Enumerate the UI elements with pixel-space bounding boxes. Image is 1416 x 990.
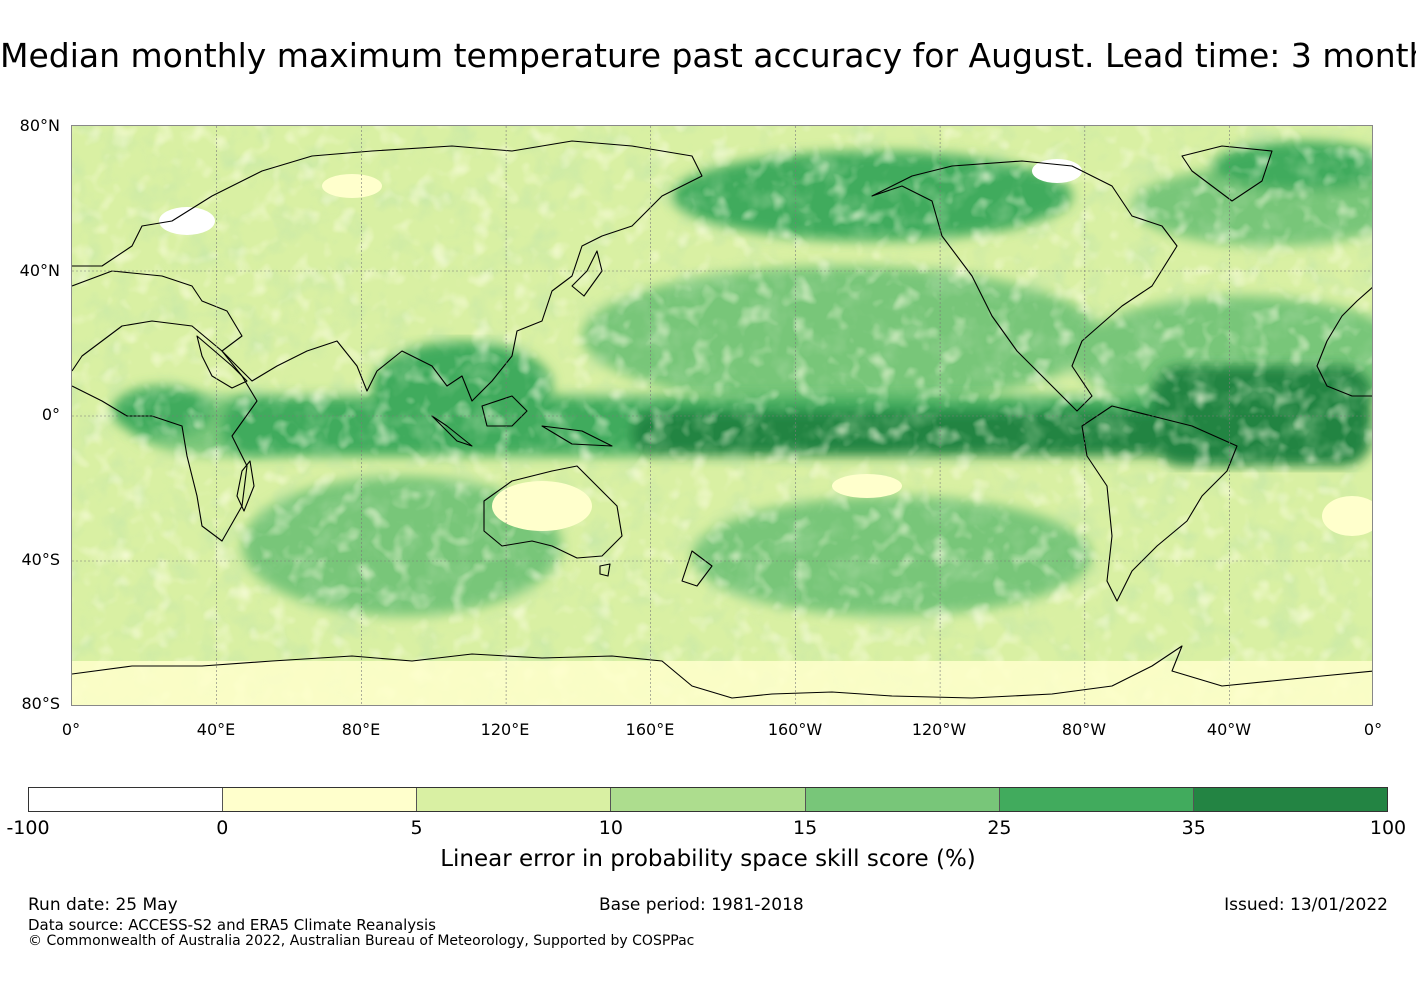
lat-label-80s: 80°S bbox=[21, 694, 60, 713]
colorbar-swatch-5 bbox=[999, 788, 1194, 811]
colorbar-swatch-0 bbox=[29, 788, 224, 811]
base-period: Base period: 1981-2018 bbox=[599, 895, 804, 915]
colorbar-tick-4: 15 bbox=[793, 817, 818, 839]
graticule bbox=[72, 126, 1372, 705]
colorbar-tick-3: 10 bbox=[598, 817, 623, 839]
colorbar-swatch-2 bbox=[417, 788, 612, 811]
lat-label-40n: 40°N bbox=[19, 261, 60, 280]
skill-score-map bbox=[71, 125, 1373, 706]
colorbar-swatch-1 bbox=[223, 788, 418, 811]
coastlines bbox=[72, 140, 1372, 699]
colorbar-label: Linear error in probability space skill … bbox=[440, 846, 976, 872]
run-date: Run date: 25 May bbox=[28, 895, 178, 915]
colorbar-tick-6: 35 bbox=[1181, 817, 1206, 839]
lon-label-120w: 120°W bbox=[911, 720, 967, 739]
issued-date: Issued: 13/01/2022 bbox=[1224, 895, 1388, 915]
lon-label-160e: 160°E bbox=[625, 720, 675, 739]
lon-label-40w: 40°W bbox=[1206, 720, 1252, 739]
negative-skill-patches bbox=[72, 159, 1372, 705]
colorbar bbox=[28, 787, 1388, 812]
colorbar-swatch-3 bbox=[611, 788, 806, 811]
lon-label-160w: 160°W bbox=[767, 720, 823, 739]
colorbar-tick-2: 5 bbox=[410, 817, 423, 839]
data-source: Data source: ACCESS-S2 and ERA5 Climate … bbox=[28, 916, 436, 934]
colorbar-swatch-4 bbox=[805, 788, 1000, 811]
colorbar-tick-0: -100 bbox=[6, 817, 50, 839]
lat-label-equator: 0° bbox=[41, 405, 60, 424]
map-canvas bbox=[72, 126, 1372, 705]
colorbar-tick-1: 0 bbox=[216, 817, 229, 839]
colorbar-tick-5: 25 bbox=[987, 817, 1012, 839]
lon-label-120e: 120°E bbox=[480, 720, 530, 739]
lon-label-80e: 80°E bbox=[341, 720, 381, 739]
copyright-notice: © Commonwealth of Australia 2022, Austra… bbox=[28, 933, 695, 949]
lon-label-40e: 40°E bbox=[196, 720, 236, 739]
colorbar-swatch-6 bbox=[1193, 788, 1387, 811]
lat-label-80n: 80°N bbox=[19, 116, 60, 135]
lon-label-80w: 80°W bbox=[1061, 720, 1107, 739]
lon-label-0-right: 0° bbox=[1363, 720, 1383, 739]
texture-pale bbox=[72, 126, 1372, 705]
chart-title: Median monthly maximum temperature past … bbox=[0, 36, 1416, 75]
lat-label-40s: 40°S bbox=[21, 550, 60, 569]
lon-label-0-left: 0° bbox=[61, 720, 81, 739]
colorbar-tick-7: 100 bbox=[1369, 817, 1407, 839]
